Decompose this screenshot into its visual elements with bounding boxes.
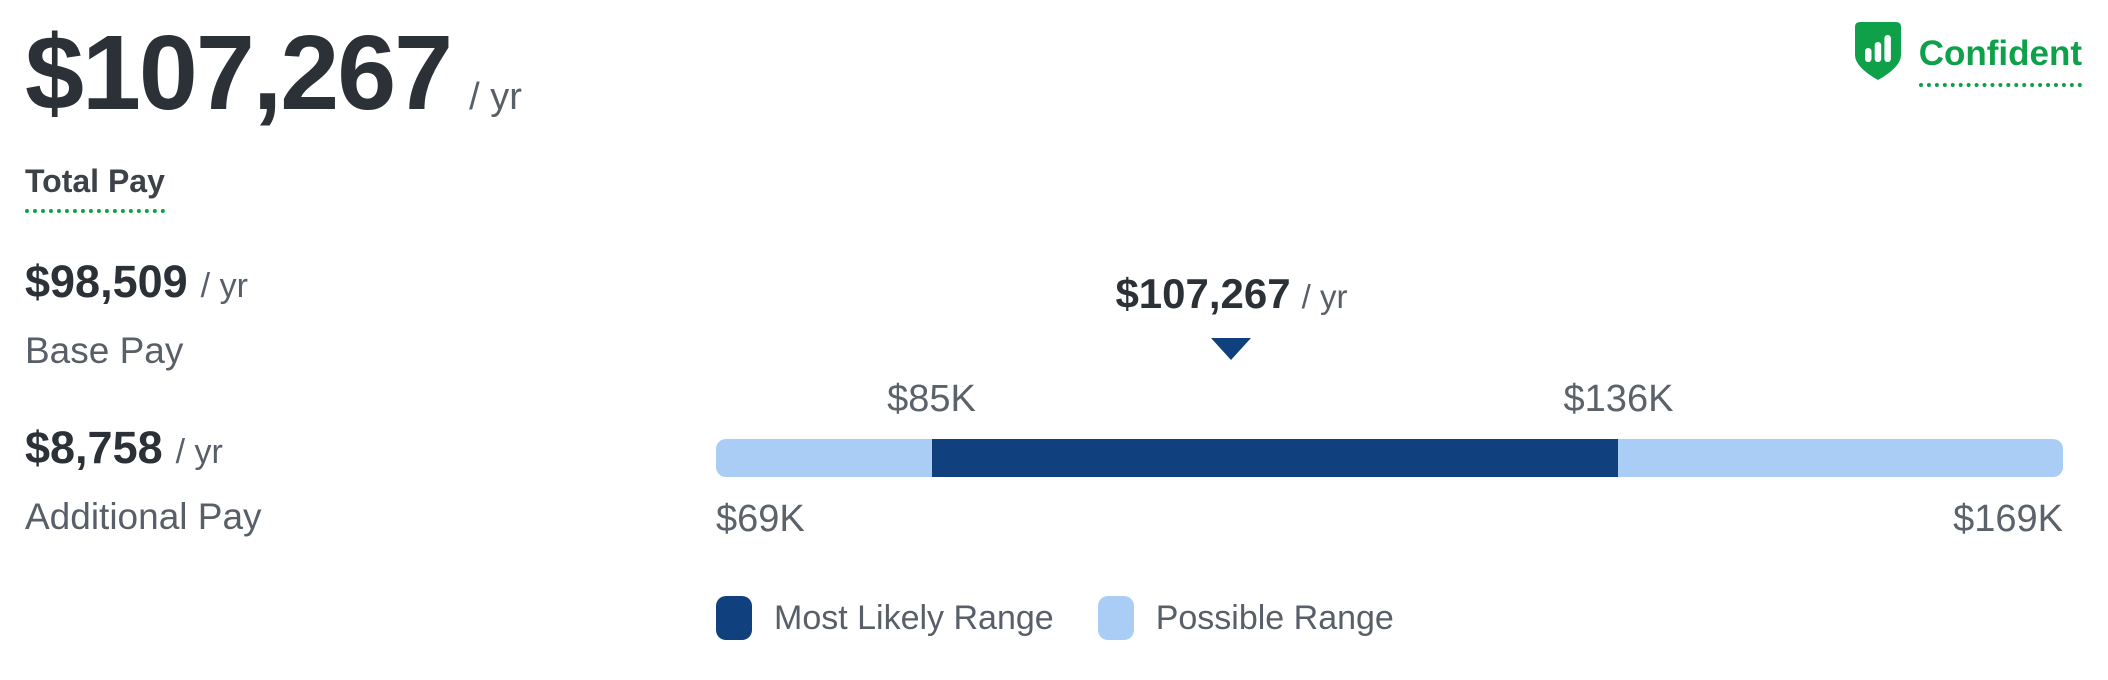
base-pay-row: $98,509 / yr Base Pay bbox=[25, 256, 248, 372]
chart-legend: Most Likely Range Possible Range bbox=[716, 596, 1394, 640]
range-min-label: $69K bbox=[716, 498, 805, 540]
base-pay-period: / yr bbox=[200, 267, 248, 305]
marker-value: $107,267 bbox=[1115, 270, 1291, 317]
confidence-badge[interactable]: Confident bbox=[1853, 20, 2082, 87]
shield-bars-icon bbox=[1853, 20, 1903, 82]
marker-triangle-icon bbox=[1211, 338, 1252, 360]
likely-max-tick: $136K bbox=[1563, 378, 1674, 420]
additional-pay-period: / yr bbox=[175, 433, 223, 471]
total-pay-value: $107,267 bbox=[25, 14, 453, 132]
likely-min-tick: $85K bbox=[887, 378, 976, 420]
base-pay-value: $98,509 bbox=[25, 256, 188, 307]
salary-range-chart: $107,267 / yr $85K $136K $69K $169K bbox=[716, 258, 2063, 558]
most-likely-swatch-icon bbox=[716, 596, 752, 640]
range-max-label: $169K bbox=[1953, 498, 2063, 540]
total-pay-hero: $107,267 / yr bbox=[25, 14, 522, 133]
additional-pay-row: $8,758 / yr Additional Pay bbox=[25, 422, 262, 538]
additional-pay-value: $8,758 bbox=[25, 422, 163, 473]
total-pay-label[interactable]: Total Pay bbox=[25, 163, 165, 213]
legend-item-possible: Possible Range bbox=[1097, 596, 1394, 640]
base-pay-label: Base Pay bbox=[25, 329, 184, 371]
salary-marker: $107,267 / yr bbox=[1115, 270, 1347, 360]
most-likely-range-bar bbox=[931, 439, 1619, 477]
additional-pay-label: Additional Pay bbox=[25, 495, 262, 537]
confidence-label[interactable]: Confident bbox=[1918, 34, 2082, 87]
possible-legend-label: Possible Range bbox=[1155, 598, 1394, 637]
total-pay-period: / yr bbox=[469, 76, 522, 118]
legend-item-most-likely: Most Likely Range bbox=[716, 596, 1054, 640]
marker-period: / yr bbox=[1301, 278, 1348, 315]
most-likely-legend-label: Most Likely Range bbox=[774, 598, 1054, 637]
possible-range-bar bbox=[716, 439, 2063, 477]
possible-swatch-icon bbox=[1097, 596, 1134, 640]
